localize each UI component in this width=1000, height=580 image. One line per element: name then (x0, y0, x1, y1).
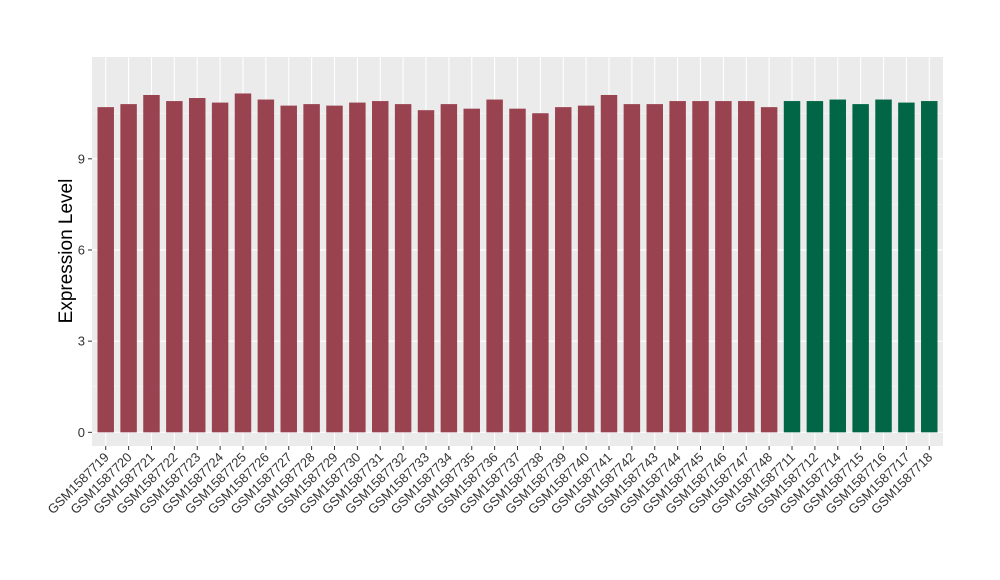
y-tick-label: 6 (78, 242, 85, 257)
bar-GSM1587739 (555, 107, 572, 433)
bar-GSM1587720 (120, 104, 137, 433)
bar-GSM1587725 (234, 93, 252, 433)
bar-GSM1587728 (303, 104, 320, 433)
bar-GSM1587711 (783, 101, 801, 433)
bar-GSM1587722 (166, 101, 183, 433)
bar-GSM1587727 (280, 105, 297, 433)
bar-GSM1587712 (806, 101, 824, 433)
y-axis: 0 3 6 9 (78, 151, 92, 440)
bar-GSM1587714 (829, 99, 847, 433)
y-axis-title: Expression Level (56, 179, 77, 324)
bar-GSM1587731 (372, 101, 389, 433)
bar-GSM1587721 (143, 94, 160, 433)
bar-GSM1587748 (760, 107, 778, 433)
bar-GSM1587718 (921, 101, 938, 433)
bar-GSM1587715 (852, 104, 869, 433)
y-tick-label: 0 (78, 425, 85, 440)
bar-GSM1587747 (738, 101, 755, 433)
bar-GSM1587745 (692, 101, 709, 433)
bar-GSM1587733 (417, 110, 435, 433)
bar-GSM1587719 (97, 107, 114, 433)
bar-GSM1587734 (440, 104, 458, 433)
bar-GSM1587742 (623, 104, 641, 433)
bar-GSM1587726 (257, 99, 275, 433)
bar-GSM1587735 (463, 108, 480, 433)
bars-group (97, 93, 938, 433)
y-tick-label: 3 (78, 334, 85, 349)
bar-GSM1587741 (600, 94, 618, 433)
bar-GSM1587743 (646, 104, 663, 433)
bar-GSM1587717 (898, 102, 915, 433)
bar-GSM1587736 (486, 99, 503, 433)
bar-GSM1587744 (669, 101, 686, 433)
bar-GSM1587729 (326, 105, 343, 433)
x-axis: GSM1587719GSM1587720GSM1587721GSM1587722… (45, 446, 935, 517)
bar-GSM1587724 (211, 102, 229, 433)
bar-GSM1587746 (715, 101, 732, 433)
bar-GSM1587738 (532, 113, 549, 433)
bar-GSM1587723 (188, 98, 206, 433)
bar-GSM1587732 (394, 104, 412, 433)
y-tick-label: 9 (78, 151, 85, 166)
bar-GSM1587740 (577, 105, 595, 433)
bar-GSM1587730 (349, 102, 366, 433)
bar-GSM1587737 (509, 108, 526, 433)
bar-GSM1587716 (875, 99, 892, 433)
